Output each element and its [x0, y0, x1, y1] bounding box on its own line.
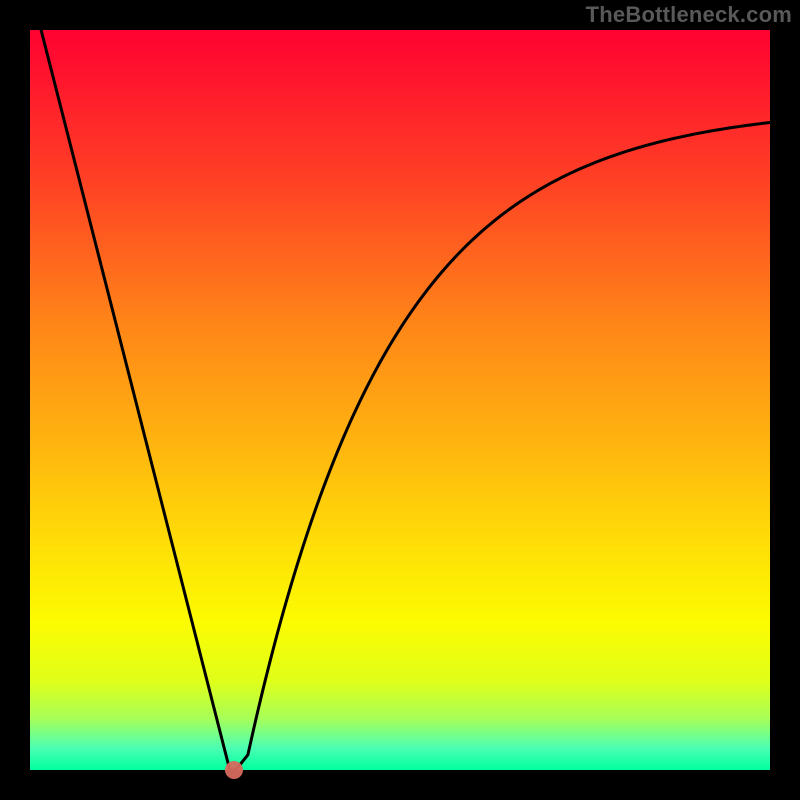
gradient-plot-background: [30, 30, 770, 770]
watermark-text: TheBottleneck.com: [586, 2, 792, 28]
chart-container: TheBottleneck.com: [0, 0, 800, 800]
minimum-marker: [225, 761, 243, 779]
